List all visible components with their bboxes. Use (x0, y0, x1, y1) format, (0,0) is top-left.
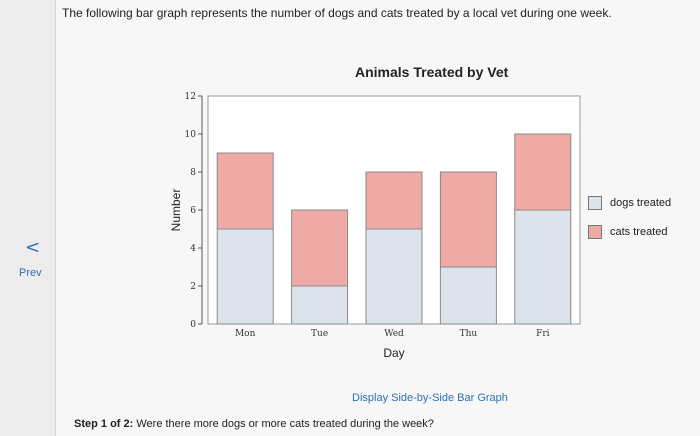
x-tick-label: Wed (384, 329, 404, 339)
prev-button[interactable]: Prev (19, 267, 42, 279)
question-intro: The following bar graph represents the n… (62, 6, 612, 20)
x-tick-label: Thu (460, 329, 478, 339)
y-tick-label: 0 (190, 320, 196, 330)
bar-cats (439, 171, 497, 268)
legend-item-dogs: dogs treated (588, 195, 671, 211)
legend-swatch-dogs (588, 196, 602, 210)
x-tick-label: Mon (235, 329, 256, 339)
step-question: Were there more dogs or more cats treate… (136, 418, 434, 430)
x-tick-label: Tue (311, 329, 328, 339)
bar-dogs (216, 228, 274, 325)
bar-dogs (291, 285, 349, 325)
y-tick-label: 6 (190, 206, 196, 216)
display-side-by-side-link[interactable]: Display Side-by-Side Bar Graph (352, 392, 508, 404)
chart-legend: dogs treated cats treated (588, 195, 671, 253)
legend-swatch-cats (588, 225, 602, 239)
bar-dogs (439, 266, 497, 325)
legend-item-cats: cats treated (588, 224, 671, 240)
bar-dogs (365, 228, 423, 325)
y-tick-label: 12 (185, 92, 196, 102)
step-prompt: Step 1 of 2: Were there more dogs or mor… (74, 418, 434, 430)
y-axis-label: Number (169, 189, 183, 232)
legend-label-dogs: dogs treated (610, 197, 672, 209)
prev-arrow-icon[interactable]: < (25, 237, 41, 258)
x-axis-label: Day (383, 346, 404, 360)
step-label: Step 1 of 2: (74, 418, 134, 430)
y-tick-label: 10 (185, 130, 197, 140)
y-tick-label: 4 (190, 244, 196, 254)
y-tick-label: 8 (190, 168, 196, 178)
y-tick-label: 2 (190, 282, 196, 292)
bar-cats (291, 209, 349, 287)
legend-label-cats: cats treated (610, 226, 668, 238)
x-tick-label: Fri (536, 329, 550, 339)
chart-title: Animals Treated by Vet (355, 64, 509, 80)
bar-cats (365, 171, 423, 230)
left-rail (0, 0, 56, 436)
bar-cats (514, 133, 572, 211)
bar-cats (216, 152, 274, 230)
bar-dogs (514, 209, 572, 325)
